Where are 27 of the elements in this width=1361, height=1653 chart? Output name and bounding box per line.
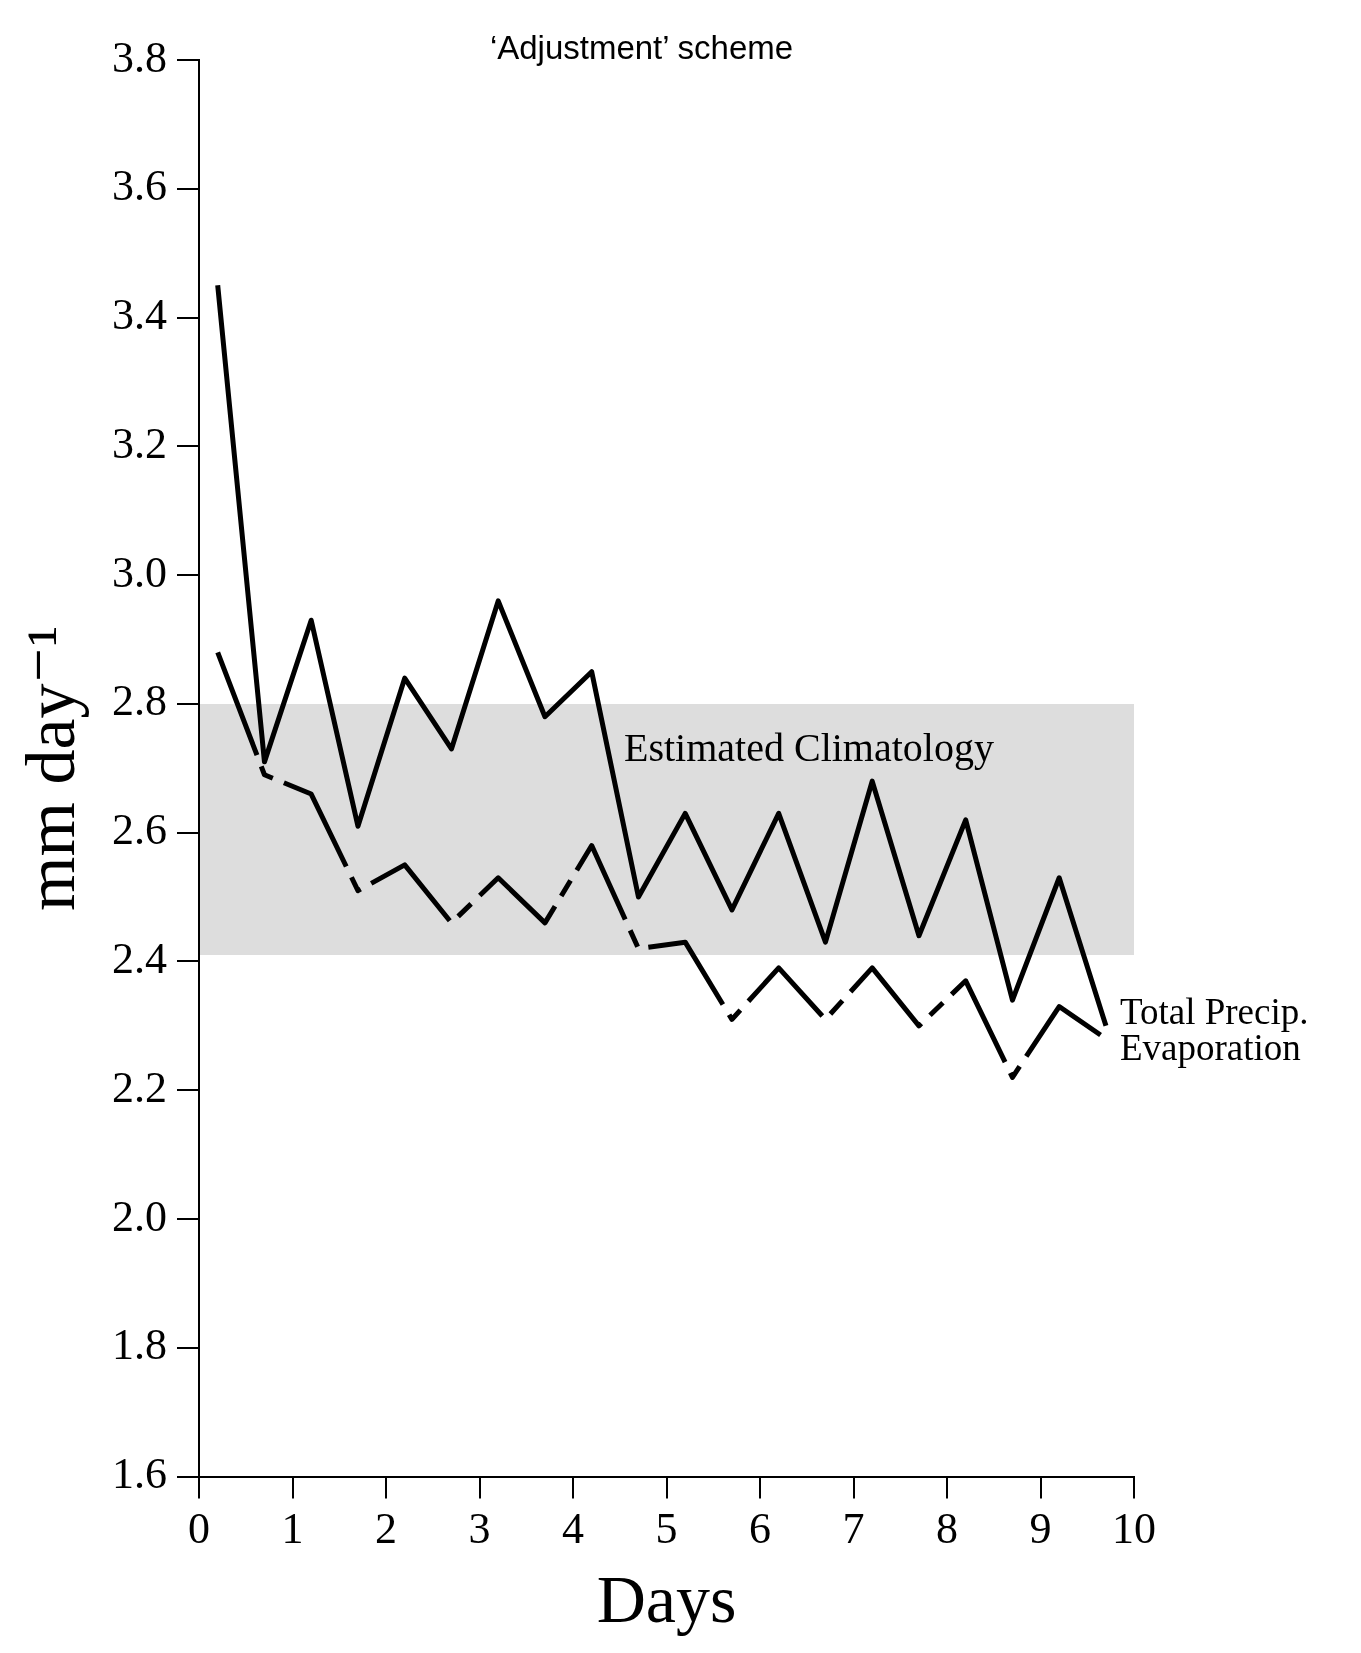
x-tick-label: 3 [468,1503,491,1553]
x-tick-label: 1 [281,1503,304,1553]
y-tick-label: 3.0 [112,547,167,597]
x-tick-label: 9 [1029,1503,1052,1553]
y-axis-title: mm day⁻¹ [12,625,90,911]
band-label: Estimated Climatology [624,724,994,770]
x-tick-label: 7 [842,1503,865,1553]
y-tick-label: 3.8 [112,32,167,82]
x-tick-label: 5 [655,1503,678,1553]
x-tick-label: 10 [1112,1503,1156,1553]
y-tick-label: 2.0 [112,1191,167,1241]
y-tick-label: 2.4 [112,934,167,984]
y-tick-label: 1.8 [112,1320,167,1370]
x-tick-label: 6 [749,1503,771,1553]
chart-title: ‘Adjustment’ scheme [489,29,794,67]
x-tick-label: 0 [188,1503,210,1553]
y-tick-label: 1.6 [112,1449,167,1499]
x-axis-title: Days [596,1561,737,1638]
x-tick-label: 4 [562,1503,584,1553]
y-tick-label: 2.8 [112,676,167,726]
y-tick-label: 3.4 [112,290,167,340]
y-tick-label: 2.2 [112,1062,167,1112]
y-tick-label: 3.6 [112,161,167,211]
y-tick-label: 2.6 [112,805,167,855]
y-tick-label: 3.2 [112,418,167,468]
x-tick-label: 8 [936,1503,958,1553]
x-tick-label: 2 [375,1503,397,1553]
